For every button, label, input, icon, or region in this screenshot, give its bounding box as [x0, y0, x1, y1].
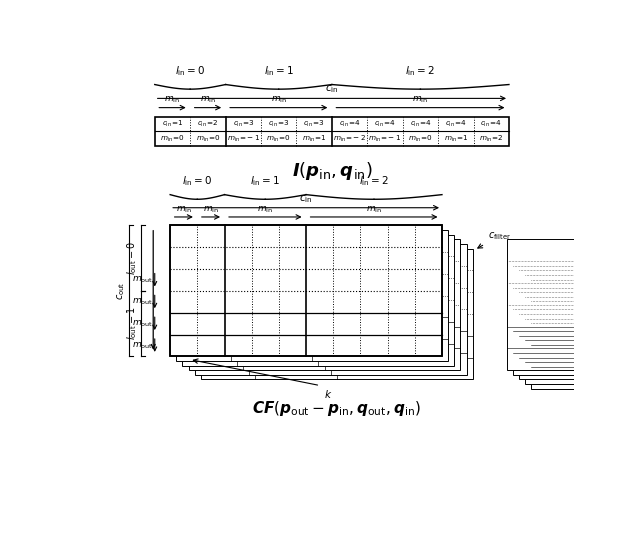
Bar: [519, 249, 640, 380]
Text: $c_{\mathrm{in}}\!=\!4$: $c_{\mathrm{in}}\!=\!4$: [445, 119, 467, 129]
Text: $m_{\mathrm{in}}\!=\!0$: $m_{\mathrm{in}}\!=\!0$: [408, 134, 433, 144]
Text: $c_{\mathrm{out}}$: $c_{\mathrm{out}}$: [115, 282, 127, 300]
Bar: [513, 244, 640, 375]
Text: $c_{\mathrm{in}}\!=\!2$: $c_{\mathrm{in}}\!=\!2$: [197, 119, 218, 129]
Bar: [189, 239, 460, 370]
Text: $l_{\mathrm{in}}=2$: $l_{\mathrm{in}}=2$: [405, 65, 435, 78]
Text: $c_{\mathrm{in}}\!=\!4$: $c_{\mathrm{in}}\!=\!4$: [374, 119, 396, 129]
Text: $k$: $k$: [324, 388, 333, 400]
Text: $c_{\mathrm{in}}\!=\!4$: $c_{\mathrm{in}}\!=\!4$: [410, 119, 431, 129]
Text: $c_{\mathrm{in}}\!=\!1$: $c_{\mathrm{in}}\!=\!1$: [162, 119, 183, 129]
Text: $m_{\mathrm{in}}$: $m_{\mathrm{in}}$: [175, 204, 192, 215]
Text: $m_{\mathrm{in}}$: $m_{\mathrm{in}}$: [200, 95, 216, 106]
Bar: [170, 225, 442, 356]
Text: $c_{\mathrm{in}}\!=\!4$: $c_{\mathrm{in}}\!=\!4$: [481, 119, 502, 129]
Bar: [525, 253, 640, 384]
Text: $c_{\mathrm{in}}\!=\!3$: $c_{\mathrm{in}}\!=\!3$: [268, 119, 289, 129]
Text: $l_{\mathrm{out}}=0$: $l_{\mathrm{out}}=0$: [125, 242, 139, 275]
Text: $m_{\mathrm{out}}$: $m_{\mathrm{out}}$: [132, 318, 153, 329]
Bar: [531, 258, 640, 388]
Text: $m_{\mathrm{in}}$: $m_{\mathrm{in}}$: [271, 95, 287, 106]
Text: $c_{\mathrm{in}}$: $c_{\mathrm{in}}$: [325, 84, 339, 95]
Bar: [507, 239, 640, 370]
Text: $m_{\mathrm{in}}$: $m_{\mathrm{in}}$: [412, 95, 428, 106]
Text: $m_{\mathrm{in}}$: $m_{\mathrm{in}}$: [257, 204, 273, 215]
Text: $m_{\mathrm{out}}$: $m_{\mathrm{out}}$: [132, 296, 153, 307]
Text: $m_{\mathrm{in}}\!=\!0$: $m_{\mathrm{in}}\!=\!0$: [160, 134, 185, 144]
Bar: [201, 249, 473, 380]
Text: $l_{\mathrm{in}}=1$: $l_{\mathrm{in}}=1$: [250, 175, 280, 188]
Text: $c_{\mathrm{in}}$: $c_{\mathrm{in}}$: [300, 193, 313, 205]
Text: $l_{\mathrm{in}}=0$: $l_{\mathrm{in}}=0$: [175, 65, 205, 78]
Text: $\boldsymbol{I}(\boldsymbol{p}_{\mathrm{in}}, \boldsymbol{q}_{\mathrm{in}})$: $\boldsymbol{I}(\boldsymbol{p}_{\mathrm{…: [292, 160, 372, 182]
Text: $m_{\mathrm{in}}\!=\!2$: $m_{\mathrm{in}}\!=\!2$: [479, 134, 504, 144]
Text: $m_{\mathrm{out}}$: $m_{\mathrm{out}}$: [132, 340, 153, 351]
Bar: [176, 230, 448, 361]
Text: $c_{\mathrm{filter}}$: $c_{\mathrm{filter}}$: [488, 231, 511, 243]
Text: $m_{\mathrm{in}}\!=\!-1$: $m_{\mathrm{in}}\!=\!-1$: [227, 134, 260, 144]
Text: $m_{\mathrm{in}}$: $m_{\mathrm{in}}$: [164, 95, 180, 106]
Text: $m_{\mathrm{out}}$: $m_{\mathrm{out}}$: [132, 275, 153, 285]
Text: $c_{\mathrm{in}}\!=\!3$: $c_{\mathrm{in}}\!=\!3$: [232, 119, 254, 129]
Text: $l_{\mathrm{in}}=2$: $l_{\mathrm{in}}=2$: [359, 175, 389, 188]
Text: $m_{\mathrm{in}}\!=\!1$: $m_{\mathrm{in}}\!=\!1$: [302, 134, 326, 144]
Text: $l_{\mathrm{in}}=1$: $l_{\mathrm{in}}=1$: [264, 65, 294, 78]
Text: $m_{\mathrm{in}}$: $m_{\mathrm{in}}$: [366, 204, 382, 215]
Bar: [170, 225, 442, 356]
Text: $c_{\mathrm{in}}\!=\!4$: $c_{\mathrm{in}}\!=\!4$: [339, 119, 360, 129]
Text: $m_{\mathrm{in}}\!=\!-1$: $m_{\mathrm{in}}\!=\!-1$: [369, 134, 402, 144]
Bar: [182, 234, 454, 366]
Text: $m_{\mathrm{in}}\!=\!0$: $m_{\mathrm{in}}\!=\!0$: [266, 134, 291, 144]
Text: $m_{\mathrm{in}}\!=\!1$: $m_{\mathrm{in}}\!=\!1$: [444, 134, 468, 144]
Text: $m_{\mathrm{in}}\!=\!0$: $m_{\mathrm{in}}\!=\!0$: [196, 134, 220, 144]
Text: $c_{\mathrm{in}}\!=\!3$: $c_{\mathrm{in}}\!=\!3$: [303, 119, 325, 129]
Text: $\boldsymbol{CF}(\boldsymbol{p}_{\mathrm{out}} - \boldsymbol{p}_{\mathrm{in}}, \: $\boldsymbol{CF}(\boldsymbol{p}_{\mathrm…: [252, 399, 421, 418]
Text: $l_{\mathrm{in}}=0$: $l_{\mathrm{in}}=0$: [182, 175, 212, 188]
Text: $m_{\mathrm{in}}$: $m_{\mathrm{in}}$: [203, 204, 219, 215]
Bar: [195, 244, 467, 375]
Text: $l_{\mathrm{out}}=1$: $l_{\mathrm{out}}=1$: [125, 307, 139, 341]
Text: $m_{\mathrm{in}}\!=\!-2$: $m_{\mathrm{in}}\!=\!-2$: [333, 134, 366, 144]
Bar: [155, 117, 509, 146]
